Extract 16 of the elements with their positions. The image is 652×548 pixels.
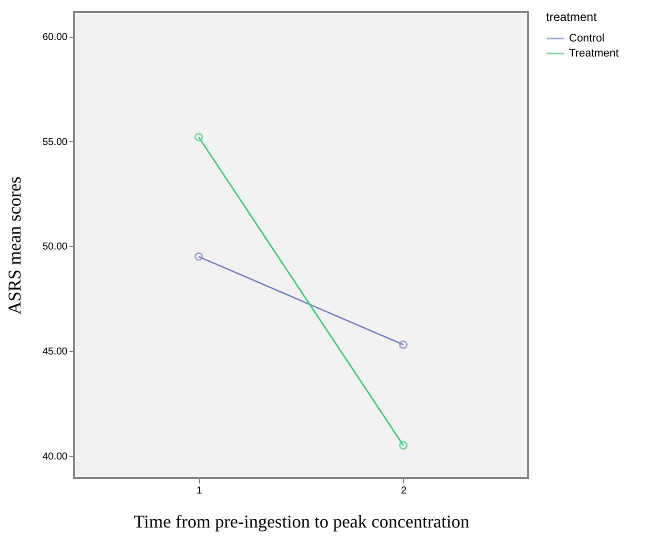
x-axis-title: Time from pre-ingestion to peak concentration (134, 512, 470, 532)
y-tick-label: 50.00 (42, 242, 68, 253)
point (194, 132, 204, 142)
point (398, 340, 408, 349)
legend-label: Treatment (569, 48, 619, 60)
y-tick-label: 45.00 (42, 346, 68, 358)
y-axis-title: ASRS mean scores (4, 176, 24, 314)
legend-label: Control (569, 32, 604, 44)
legend-title: treatment (546, 10, 598, 24)
x-tick-label: 2 (400, 486, 407, 496)
point (194, 252, 204, 261)
point (398, 441, 408, 450)
y-tick-label: 60.00 (42, 32, 68, 44)
y-tick-label: 55.00 (42, 136, 68, 148)
x-tick-label: 1 (196, 486, 202, 496)
y-tick-label: 40.00 (42, 451, 68, 462)
